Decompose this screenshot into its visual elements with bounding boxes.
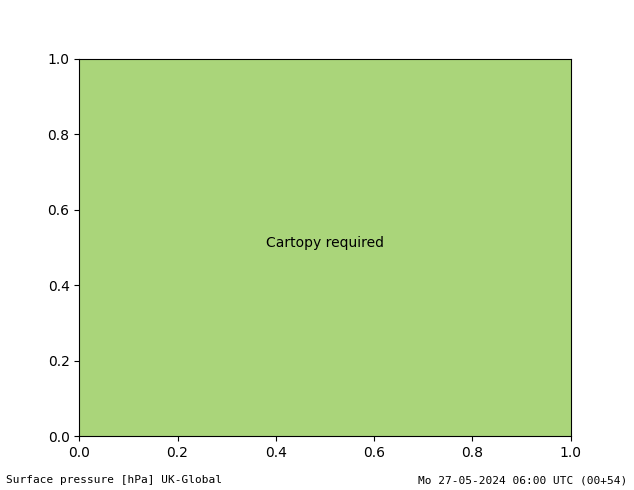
Text: Cartopy required: Cartopy required [266, 237, 384, 250]
Text: Surface pressure [hPa] UK-Global: Surface pressure [hPa] UK-Global [6, 475, 223, 485]
Text: Mo 27-05-2024 06:00 UTC (00+54): Mo 27-05-2024 06:00 UTC (00+54) [418, 475, 628, 485]
